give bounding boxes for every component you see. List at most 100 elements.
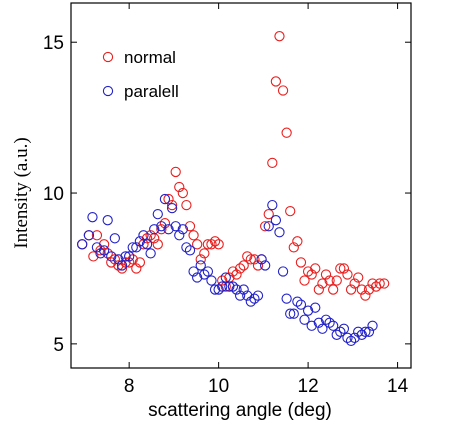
y-tick-label: 5 bbox=[53, 335, 64, 356]
data-point bbox=[324, 275, 335, 286]
data-point bbox=[310, 302, 321, 313]
data-point bbox=[91, 242, 103, 253]
data-point bbox=[331, 329, 342, 340]
data-point bbox=[83, 230, 95, 241]
data-point bbox=[88, 251, 99, 262]
data-point bbox=[345, 284, 357, 295]
data-point bbox=[227, 281, 239, 292]
data-point bbox=[199, 248, 210, 259]
data-point bbox=[234, 263, 246, 274]
data-point bbox=[109, 254, 120, 265]
data-point bbox=[285, 308, 296, 319]
data-point bbox=[270, 76, 282, 87]
data-point bbox=[127, 242, 138, 253]
data-point bbox=[356, 284, 367, 295]
axis-ticks bbox=[71, 3, 411, 368]
data-point bbox=[363, 326, 375, 337]
data-point bbox=[335, 263, 346, 274]
data-point bbox=[320, 269, 332, 280]
data-point bbox=[299, 275, 310, 286]
data-point bbox=[149, 224, 160, 235]
data-point bbox=[202, 239, 214, 250]
data-point bbox=[131, 242, 142, 253]
data-point bbox=[374, 278, 385, 289]
data-point bbox=[242, 290, 253, 301]
data-point bbox=[174, 181, 185, 193]
data-point bbox=[238, 284, 249, 295]
data-point bbox=[206, 275, 217, 286]
data-point bbox=[145, 230, 156, 241]
data-point bbox=[217, 275, 228, 286]
data-point bbox=[213, 239, 224, 250]
data-point bbox=[206, 239, 217, 250]
data-point bbox=[145, 248, 156, 259]
data-point bbox=[360, 326, 371, 337]
data-point bbox=[288, 308, 299, 319]
data-point bbox=[106, 257, 117, 268]
data-point bbox=[338, 263, 350, 274]
data-point bbox=[170, 221, 181, 232]
data-point bbox=[356, 329, 367, 340]
data-point bbox=[349, 278, 360, 289]
data-point bbox=[141, 233, 153, 244]
data-point bbox=[267, 157, 278, 169]
data-point bbox=[313, 284, 324, 295]
data-point bbox=[353, 326, 364, 337]
data-point bbox=[152, 209, 163, 220]
y-tick-label: 15 bbox=[43, 33, 64, 54]
data-point bbox=[113, 260, 124, 271]
axis-tick-labels: 8 10 12 14 5 10 15 bbox=[43, 33, 409, 397]
data-point bbox=[245, 254, 256, 265]
data-point bbox=[313, 317, 324, 328]
data-point bbox=[320, 314, 332, 325]
data-point bbox=[163, 224, 174, 235]
data-point bbox=[252, 290, 264, 301]
data-point bbox=[87, 212, 98, 223]
data-point bbox=[213, 284, 224, 295]
data-point bbox=[138, 230, 149, 241]
data-point bbox=[349, 332, 360, 343]
data-point bbox=[192, 272, 203, 283]
data-point bbox=[335, 326, 346, 337]
data-point bbox=[127, 254, 138, 265]
y-axis-label: Intensity (a.u.) bbox=[11, 137, 32, 248]
data-point bbox=[116, 263, 128, 274]
data-point bbox=[106, 251, 117, 262]
data-point bbox=[184, 221, 196, 232]
data-point bbox=[234, 290, 246, 301]
data-point bbox=[199, 269, 210, 280]
data-point bbox=[363, 284, 375, 295]
data-point bbox=[231, 269, 242, 280]
legend-marker bbox=[102, 85, 114, 97]
data-point bbox=[192, 239, 203, 250]
data-point bbox=[338, 323, 350, 334]
data-point bbox=[277, 266, 289, 277]
data-point bbox=[95, 245, 106, 256]
data-point bbox=[281, 127, 292, 138]
y-tick-label: 10 bbox=[43, 184, 64, 205]
data-point bbox=[124, 251, 135, 262]
data-point bbox=[277, 85, 289, 96]
data-point bbox=[360, 290, 371, 301]
data-point bbox=[317, 323, 328, 334]
data-point bbox=[195, 260, 206, 271]
data-point bbox=[249, 293, 260, 304]
data-point bbox=[299, 314, 310, 325]
data-point bbox=[166, 202, 178, 214]
data-point bbox=[188, 266, 199, 277]
legend-label: paralell bbox=[124, 82, 179, 101]
data-point bbox=[159, 218, 171, 229]
data-point bbox=[317, 278, 328, 289]
data-point bbox=[345, 335, 357, 347]
data-point bbox=[188, 230, 199, 241]
data-point bbox=[91, 230, 103, 241]
data-point bbox=[292, 236, 303, 247]
data-point bbox=[156, 224, 167, 235]
x-tick-label: 12 bbox=[298, 376, 319, 397]
data-point bbox=[342, 269, 353, 280]
data-point bbox=[131, 263, 142, 274]
data-point bbox=[152, 239, 163, 250]
data-point bbox=[238, 260, 249, 271]
data-point bbox=[274, 31, 285, 42]
data-point bbox=[256, 254, 267, 265]
